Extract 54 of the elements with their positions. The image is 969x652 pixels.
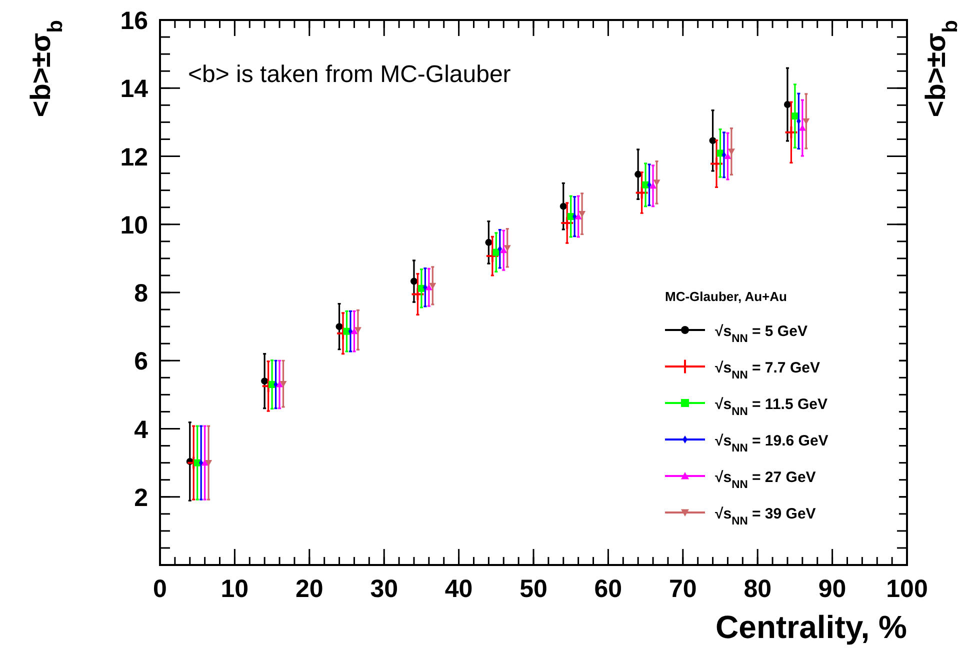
annotation: <b> is taken from MC-Glauber <box>188 61 511 88</box>
point <box>728 148 735 155</box>
y-tick-label: 4 <box>134 416 148 444</box>
point <box>578 211 586 218</box>
x-tick-label: 50 <box>520 575 548 603</box>
point <box>650 182 657 189</box>
x-tick-label: 0 <box>153 575 167 603</box>
point <box>560 202 567 210</box>
point <box>710 156 724 171</box>
point <box>791 112 798 120</box>
legend-label: √s$_{NN}$ = 19.6 GeV <box>715 432 828 454</box>
point <box>425 284 432 290</box>
x-tick-label: 60 <box>594 575 622 603</box>
legend-label: √s$_{NN}$ = 7.7 GeV <box>715 360 820 382</box>
legend-label: √s$_{NN}$ = 5 GeV <box>715 323 808 345</box>
y-tick-label: 2 <box>134 484 148 512</box>
point <box>205 460 212 466</box>
point <box>336 323 343 330</box>
x-tick-label: 40 <box>444 575 473 603</box>
point <box>560 216 574 230</box>
point <box>634 170 642 178</box>
x-tick-label: 10 <box>220 575 249 603</box>
x-tick-label: 90 <box>818 575 846 603</box>
legend-title: MC-Glauber, Au+Au <box>665 289 788 304</box>
legend-label: √s$_{NN}$ = 11.5 GeV <box>715 396 828 418</box>
point <box>784 125 798 140</box>
point <box>485 238 492 246</box>
y-tick-label: 12 <box>120 143 148 172</box>
point <box>429 282 436 290</box>
point <box>500 246 508 254</box>
x-tick-label: 30 <box>370 575 398 603</box>
legend-label: √s$_{NN}$ = 27 GeV <box>715 469 816 491</box>
point <box>784 100 791 108</box>
legend-label: √s$_{NN}$ = 39 GeV <box>715 506 816 528</box>
x-tick-label: 80 <box>744 575 772 603</box>
point <box>410 287 425 302</box>
point <box>410 278 418 285</box>
x-tick-label: 100 <box>886 575 928 603</box>
point <box>504 245 511 252</box>
y-tick-label: 16 <box>120 7 148 35</box>
point <box>492 248 500 256</box>
y-tick-label: 14 <box>120 75 148 104</box>
x-axis-title: Centrality, % <box>716 609 907 645</box>
y-tick-label: 6 <box>134 348 148 376</box>
point <box>574 213 582 220</box>
point <box>634 186 649 200</box>
y-tick-label: 10 <box>120 211 148 240</box>
point <box>261 378 268 385</box>
point <box>485 249 500 264</box>
point <box>354 327 362 334</box>
x-tick-label: 20 <box>295 575 324 603</box>
y-tick-label: 8 <box>134 280 148 308</box>
x-tick-label: 70 <box>668 575 697 603</box>
point <box>709 137 716 144</box>
